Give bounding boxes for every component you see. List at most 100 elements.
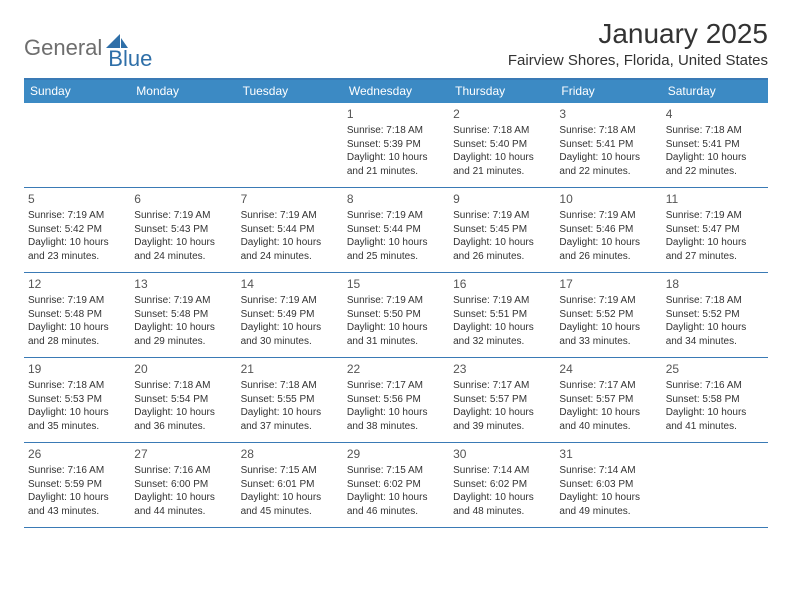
sunset-text: Sunset: 5:44 PM [347, 223, 445, 237]
sunset-text: Sunset: 6:03 PM [559, 478, 657, 492]
sunset-text: Sunset: 5:53 PM [28, 393, 126, 407]
sunrise-text: Sunrise: 7:15 AM [347, 464, 445, 478]
daylight-text: Daylight: 10 hours and 41 minutes. [666, 406, 764, 433]
day-cell: 28Sunrise: 7:15 AMSunset: 6:01 PMDayligh… [237, 443, 343, 527]
day-number: 18 [666, 276, 764, 292]
day-cell [24, 103, 130, 187]
day-number: 8 [347, 191, 445, 207]
day-cell: 15Sunrise: 7:19 AMSunset: 5:50 PMDayligh… [343, 273, 449, 357]
sunset-text: Sunset: 5:41 PM [559, 138, 657, 152]
dayhead-saturday: Saturday [662, 80, 768, 103]
sunrise-text: Sunrise: 7:16 AM [134, 464, 232, 478]
sunset-text: Sunset: 5:40 PM [453, 138, 551, 152]
daylight-text: Daylight: 10 hours and 29 minutes. [134, 321, 232, 348]
day-cell: 8Sunrise: 7:19 AMSunset: 5:44 PMDaylight… [343, 188, 449, 272]
day-cell: 6Sunrise: 7:19 AMSunset: 5:43 PMDaylight… [130, 188, 236, 272]
day-cell [237, 103, 343, 187]
sunset-text: Sunset: 5:41 PM [666, 138, 764, 152]
calendar-page: General Blue January 2025 Fairview Shore… [0, 0, 792, 528]
day-cell: 26Sunrise: 7:16 AMSunset: 5:59 PMDayligh… [24, 443, 130, 527]
sunrise-text: Sunrise: 7:16 AM [28, 464, 126, 478]
sunset-text: Sunset: 5:48 PM [28, 308, 126, 322]
day-cell: 21Sunrise: 7:18 AMSunset: 5:55 PMDayligh… [237, 358, 343, 442]
week-row: 12Sunrise: 7:19 AMSunset: 5:48 PMDayligh… [24, 273, 768, 358]
daylight-text: Daylight: 10 hours and 21 minutes. [347, 151, 445, 178]
sunrise-text: Sunrise: 7:19 AM [559, 209, 657, 223]
sunset-text: Sunset: 5:56 PM [347, 393, 445, 407]
day-cell: 5Sunrise: 7:19 AMSunset: 5:42 PMDaylight… [24, 188, 130, 272]
dayhead-sunday: Sunday [24, 80, 130, 103]
daylight-text: Daylight: 10 hours and 24 minutes. [241, 236, 339, 263]
sunrise-text: Sunrise: 7:19 AM [241, 209, 339, 223]
sunset-text: Sunset: 5:43 PM [134, 223, 232, 237]
sunrise-text: Sunrise: 7:18 AM [347, 124, 445, 138]
day-cell: 16Sunrise: 7:19 AMSunset: 5:51 PMDayligh… [449, 273, 555, 357]
logo-text-blue: Blue [108, 24, 152, 72]
day-cell: 29Sunrise: 7:15 AMSunset: 6:02 PMDayligh… [343, 443, 449, 527]
day-cell: 25Sunrise: 7:16 AMSunset: 5:58 PMDayligh… [662, 358, 768, 442]
daylight-text: Daylight: 10 hours and 43 minutes. [28, 491, 126, 518]
day-number: 12 [28, 276, 126, 292]
daylight-text: Daylight: 10 hours and 46 minutes. [347, 491, 445, 518]
sunset-text: Sunset: 5:46 PM [559, 223, 657, 237]
sunrise-text: Sunrise: 7:15 AM [241, 464, 339, 478]
sunset-text: Sunset: 5:45 PM [453, 223, 551, 237]
sunrise-text: Sunrise: 7:18 AM [666, 294, 764, 308]
daylight-text: Daylight: 10 hours and 22 minutes. [559, 151, 657, 178]
day-number: 2 [453, 106, 551, 122]
daylight-text: Daylight: 10 hours and 33 minutes. [559, 321, 657, 348]
daylight-text: Daylight: 10 hours and 25 minutes. [347, 236, 445, 263]
dayhead-thursday: Thursday [449, 80, 555, 103]
day-cell: 24Sunrise: 7:17 AMSunset: 5:57 PMDayligh… [555, 358, 661, 442]
daylight-text: Daylight: 10 hours and 27 minutes. [666, 236, 764, 263]
sunset-text: Sunset: 5:57 PM [453, 393, 551, 407]
day-cell: 17Sunrise: 7:19 AMSunset: 5:52 PMDayligh… [555, 273, 661, 357]
day-cell: 11Sunrise: 7:19 AMSunset: 5:47 PMDayligh… [662, 188, 768, 272]
sunrise-text: Sunrise: 7:18 AM [559, 124, 657, 138]
day-number: 25 [666, 361, 764, 377]
day-cell [130, 103, 236, 187]
title-block: January 2025 Fairview Shores, Florida, U… [508, 18, 768, 69]
sunrise-text: Sunrise: 7:19 AM [241, 294, 339, 308]
sunset-text: Sunset: 6:02 PM [347, 478, 445, 492]
day-cell: 23Sunrise: 7:17 AMSunset: 5:57 PMDayligh… [449, 358, 555, 442]
header: General Blue January 2025 Fairview Shore… [24, 18, 768, 72]
daylight-text: Daylight: 10 hours and 37 minutes. [241, 406, 339, 433]
daylight-text: Daylight: 10 hours and 21 minutes. [453, 151, 551, 178]
location: Fairview Shores, Florida, United States [508, 52, 768, 69]
sunrise-text: Sunrise: 7:19 AM [347, 294, 445, 308]
day-number: 24 [559, 361, 657, 377]
sunrise-text: Sunrise: 7:19 AM [453, 209, 551, 223]
daylight-text: Daylight: 10 hours and 28 minutes. [28, 321, 126, 348]
day-number: 7 [241, 191, 339, 207]
week-row: 26Sunrise: 7:16 AMSunset: 5:59 PMDayligh… [24, 443, 768, 528]
day-number: 15 [347, 276, 445, 292]
day-number: 27 [134, 446, 232, 462]
day-number: 16 [453, 276, 551, 292]
day-cell: 31Sunrise: 7:14 AMSunset: 6:03 PMDayligh… [555, 443, 661, 527]
day-cell: 22Sunrise: 7:17 AMSunset: 5:56 PMDayligh… [343, 358, 449, 442]
day-number: 20 [134, 361, 232, 377]
sunset-text: Sunset: 5:49 PM [241, 308, 339, 322]
daylight-text: Daylight: 10 hours and 26 minutes. [453, 236, 551, 263]
daylight-text: Daylight: 10 hours and 36 minutes. [134, 406, 232, 433]
sunrise-text: Sunrise: 7:19 AM [134, 209, 232, 223]
sunrise-text: Sunrise: 7:18 AM [28, 379, 126, 393]
daylight-text: Daylight: 10 hours and 32 minutes. [453, 321, 551, 348]
day-number: 13 [134, 276, 232, 292]
day-number: 6 [134, 191, 232, 207]
sunrise-text: Sunrise: 7:19 AM [666, 209, 764, 223]
day-cell: 19Sunrise: 7:18 AMSunset: 5:53 PMDayligh… [24, 358, 130, 442]
day-cell: 27Sunrise: 7:16 AMSunset: 6:00 PMDayligh… [130, 443, 236, 527]
weeks-container: 1Sunrise: 7:18 AMSunset: 5:39 PMDaylight… [24, 103, 768, 528]
daylight-text: Daylight: 10 hours and 22 minutes. [666, 151, 764, 178]
month-title: January 2025 [508, 18, 768, 50]
sunset-text: Sunset: 5:48 PM [134, 308, 232, 322]
day-cell: 4Sunrise: 7:18 AMSunset: 5:41 PMDaylight… [662, 103, 768, 187]
day-number: 14 [241, 276, 339, 292]
day-number: 22 [347, 361, 445, 377]
sunset-text: Sunset: 5:42 PM [28, 223, 126, 237]
daylight-text: Daylight: 10 hours and 38 minutes. [347, 406, 445, 433]
sunrise-text: Sunrise: 7:17 AM [559, 379, 657, 393]
daylight-text: Daylight: 10 hours and 49 minutes. [559, 491, 657, 518]
